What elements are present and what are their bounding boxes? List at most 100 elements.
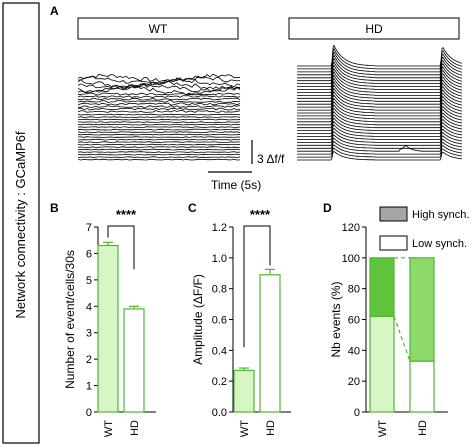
y-tick-label: 7 <box>86 222 92 234</box>
y-tick-label: 40 <box>348 345 360 357</box>
wt-trace <box>77 131 241 133</box>
hd-trace <box>297 117 463 131</box>
y-tick-label: 80 <box>348 284 360 296</box>
wt-trace <box>77 141 241 143</box>
y-axis-label: Number of event/cells/30s <box>63 250 77 389</box>
wt-trace <box>77 73 241 83</box>
y-tick-label: 0.8 <box>212 284 227 296</box>
wt-trace <box>77 85 241 96</box>
y-tick-label: 60 <box>348 315 360 327</box>
y-tick-label: 0.2 <box>212 376 227 388</box>
wt-trace <box>77 83 241 93</box>
wt-trace <box>77 102 241 106</box>
hd-trace <box>297 97 463 114</box>
wt-trace <box>77 107 241 111</box>
panel-b-letter: B <box>50 201 59 215</box>
x-tick-label: HD <box>417 420 429 436</box>
scale-label: 3 Δf/f <box>257 152 285 166</box>
y-tick-label: 20 <box>348 376 360 388</box>
y-tick-label: 0 <box>354 407 360 419</box>
wt-trace <box>77 92 241 96</box>
y-tick-label: 1 <box>86 381 92 393</box>
hd-traces <box>297 44 463 161</box>
y-tick-label: 120 <box>342 222 360 234</box>
connector-low <box>393 316 411 362</box>
legend-high-label: High synch. <box>412 209 469 221</box>
wt-trace <box>77 110 241 113</box>
hd-trace <box>297 104 463 120</box>
hd-title: HD <box>365 22 383 36</box>
x-tick-label: HD <box>265 420 277 436</box>
hd-trace <box>297 77 463 96</box>
y-tick-label: 1.0 <box>212 253 227 265</box>
panel-a-letter: A <box>50 4 59 18</box>
wt-trace <box>77 97 241 101</box>
y-tick-label: 2 <box>86 354 92 366</box>
y-tick-label: 0.4 <box>212 345 227 357</box>
hd-title-box <box>288 17 460 40</box>
wt-trace <box>77 95 241 98</box>
bar <box>97 244 119 413</box>
panel-d-letter: D <box>323 201 332 215</box>
wt-trace <box>77 153 241 156</box>
hd-trace <box>297 81 463 99</box>
wt-trace <box>77 126 241 128</box>
hd-trace <box>297 110 463 126</box>
hd-trace <box>297 64 463 84</box>
wt-trace <box>77 156 241 158</box>
hd-trace <box>297 71 463 90</box>
time-label: Time (5s) <box>211 178 261 192</box>
hd-trace <box>297 140 463 152</box>
y-tick-label: 0 <box>86 407 92 419</box>
panel-c-letter: C <box>188 201 197 215</box>
y-axis-label: Nb events (%) <box>329 281 343 357</box>
chart-d: 0 20 40 60 80 100 120 Nb events (%) WT HD <box>329 222 448 437</box>
side-label-box <box>2 2 40 444</box>
hd-trace <box>297 54 463 76</box>
y-tick-label: 3 <box>86 328 92 340</box>
wt-trace <box>77 158 241 161</box>
wt-trace <box>77 151 241 153</box>
hd-trace <box>297 150 463 161</box>
hd-trace <box>297 84 463 102</box>
panel-c-significance: **** <box>250 207 271 222</box>
hd-trace <box>297 57 463 79</box>
hd-trace <box>297 124 463 137</box>
y-tick-label: 0.6 <box>212 315 227 327</box>
x-tick-label: WT <box>377 420 389 437</box>
hd-trace <box>297 137 463 149</box>
y-tick-label: 0.0 <box>212 407 227 419</box>
significance-bracket <box>243 225 271 348</box>
wt-traces <box>77 73 241 161</box>
wt-trace <box>77 78 241 88</box>
bar <box>259 274 281 413</box>
wt-trace <box>77 80 241 90</box>
hd-trace <box>297 130 463 143</box>
y-tick-label: 4 <box>86 301 92 313</box>
wt-trace <box>78 136 241 138</box>
x-tick-label: WT <box>239 420 251 437</box>
hd-trace <box>297 74 463 93</box>
wt-trace <box>77 143 241 146</box>
hd-trace <box>297 51 463 73</box>
hd-trace <box>297 101 463 117</box>
wt-trace <box>78 105 241 108</box>
wt-title: WT <box>149 22 168 36</box>
bar-low-synch <box>369 315 395 413</box>
hd-trace <box>297 114 463 129</box>
y-tick-label: 6 <box>86 248 92 260</box>
bar-low-synch <box>409 360 435 413</box>
hd-trace <box>297 127 463 140</box>
bar <box>123 308 145 413</box>
y-tick-label: 100 <box>342 253 360 265</box>
wt-trace <box>77 123 241 126</box>
wt-trace <box>77 100 241 103</box>
wt-trace <box>77 116 241 118</box>
wt-trace <box>77 128 241 131</box>
hd-trace <box>297 107 463 123</box>
legend-low-swatch <box>379 235 408 251</box>
wt-title-box <box>77 17 239 40</box>
hd-trace <box>297 61 463 82</box>
panel-b-significance: **** <box>116 207 137 222</box>
